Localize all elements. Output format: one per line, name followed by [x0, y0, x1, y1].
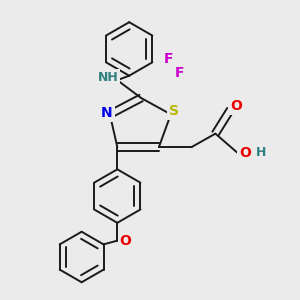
Text: NH: NH: [98, 71, 118, 84]
Text: O: O: [239, 146, 251, 160]
Text: F: F: [175, 66, 184, 80]
Text: N: N: [101, 106, 113, 120]
Text: H: H: [256, 146, 267, 160]
Text: F: F: [164, 52, 173, 66]
Text: O: O: [230, 99, 242, 113]
Text: O: O: [120, 234, 132, 248]
Text: S: S: [169, 104, 179, 118]
